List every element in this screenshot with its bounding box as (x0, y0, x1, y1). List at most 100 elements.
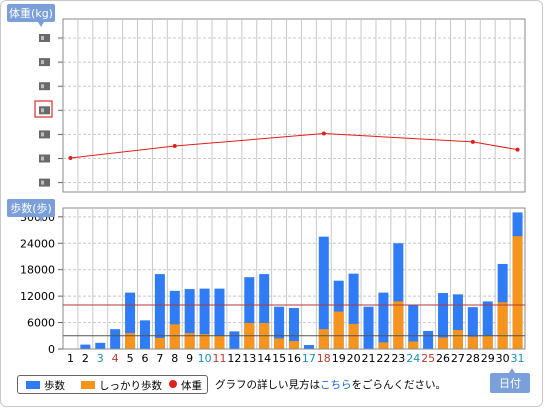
weight-tick-label-obscured (39, 154, 50, 163)
legend: 歩数 しっかり歩数 体重 (17, 375, 208, 394)
weight-badge: 体重(kg) (7, 4, 55, 27)
steps-bar (259, 274, 270, 349)
steps-bar (423, 330, 434, 349)
day-label: 27 (451, 352, 465, 365)
weight-tick-label-block-inner (41, 84, 44, 89)
weight-plot-area (62, 18, 526, 193)
weight-y-ticks (39, 34, 63, 187)
steps-bar (482, 301, 493, 349)
date-badge: 日付 (490, 368, 530, 393)
day-label: 16 (287, 352, 301, 365)
steps-bar (125, 292, 136, 349)
day-label: 31 (511, 352, 525, 365)
weight-tick-label-obscured (39, 130, 50, 139)
steps-bar (154, 274, 165, 349)
legend-steps-swatch (26, 381, 40, 389)
steps-tick-label: 18000 (20, 264, 55, 277)
firm-steps-bar (333, 311, 344, 349)
weight-tick-label-block-inner (41, 60, 44, 65)
steps-bar (378, 292, 389, 349)
steps-bar (274, 306, 285, 349)
firm-steps-bar (497, 302, 508, 349)
legend-firm-steps-label: しっかり歩数 (99, 380, 162, 392)
steps-bar (303, 345, 314, 349)
day-label: 15 (272, 352, 286, 365)
day-label: 21 (362, 352, 376, 365)
steps-bar (184, 289, 195, 349)
steps-badge-label: 歩数(歩) (10, 201, 52, 215)
day-label: 20 (347, 352, 361, 365)
steps-bar (244, 277, 255, 349)
firm-steps-bar (154, 337, 165, 349)
firm-steps-bar (512, 236, 523, 349)
date-badge-label: 日付 (499, 377, 521, 390)
day-label: 28 (466, 352, 480, 365)
day-label: 30 (496, 352, 510, 365)
day-label: 14 (257, 352, 271, 365)
steps-bar (363, 306, 374, 349)
weight-tick-label-block (39, 178, 50, 187)
steps-bar (408, 305, 419, 349)
steps-tick-label: 12000 (20, 290, 55, 303)
weight-tick-label-block-inner (41, 132, 44, 137)
weight-series (68, 131, 520, 160)
weight-point (172, 144, 177, 149)
weight-grid (63, 19, 525, 192)
x-axis-day-labels: 1 2 3 4 5 6 7 8 9 10 11 12 13 14 15 16 17 18 19 20 21 22 23 24 2… (67, 352, 525, 365)
day-label: 18 (317, 352, 331, 365)
steps-bar (438, 293, 449, 349)
legend-steps-label: 歩数 (44, 380, 65, 392)
day-label: 13 (242, 352, 256, 365)
steps-bar (199, 288, 210, 349)
firm-steps-bar (482, 335, 493, 349)
help-note: グラフの詳しい見方はこちらをごらんください。 (215, 377, 446, 392)
day-label: 11 (212, 352, 226, 365)
steps-bars (80, 212, 523, 349)
day-label: 1 (67, 352, 74, 365)
firm-steps-bar (467, 336, 478, 349)
weight-tick-label-obscured (39, 82, 50, 91)
firm-steps-bar (408, 341, 419, 349)
day-label: 29 (481, 352, 495, 365)
steps-bar (80, 344, 91, 349)
firm-steps-bar (348, 323, 359, 349)
legend-firm-steps-swatch (81, 381, 95, 389)
firm-steps-bar (289, 341, 299, 349)
day-label: 10 (198, 352, 212, 365)
firm-steps-bar (214, 335, 225, 349)
firm-steps-bar (393, 301, 404, 349)
steps-bar (289, 308, 299, 349)
weight-tick-label-block (39, 34, 50, 42)
day-label: 9 (186, 352, 193, 365)
firm-steps-bar (274, 338, 285, 349)
day-label: 4 (112, 352, 119, 365)
weight-tick-label-block-inner (41, 36, 44, 40)
steps-tick-label: 6000 (27, 317, 55, 330)
help-link[interactable]: こちら (320, 379, 352, 391)
firm-steps-bar (318, 329, 329, 349)
weight-badge-label: 体重(kg) (9, 6, 53, 20)
weight-point (470, 139, 475, 144)
weight-tick-label-block-inner (41, 156, 44, 161)
weight-tick-label-obscured (39, 34, 50, 42)
legend-weight-dot (169, 380, 177, 388)
steps-bar (229, 331, 240, 349)
weight-tick-label-block-inner (41, 108, 44, 113)
steps-bar (393, 243, 404, 349)
steps-bar (214, 288, 225, 349)
steps-bar (169, 290, 180, 349)
steps-bar (95, 342, 106, 349)
weight-tick-label-block-inner (41, 180, 44, 185)
firm-steps-bar (125, 333, 136, 349)
steps-bar (452, 294, 463, 349)
steps-bar (139, 320, 150, 349)
day-label: 6 (141, 352, 148, 365)
weight-tick-label-block (39, 58, 50, 67)
weight-tick-label-block (39, 130, 50, 139)
steps-reference-lines (63, 304, 525, 350)
firm-steps-bar (438, 337, 449, 349)
firm-steps-bar (199, 334, 210, 349)
day-label: 23 (391, 352, 405, 365)
steps-bar (467, 307, 478, 349)
day-label: 26 (436, 352, 450, 365)
